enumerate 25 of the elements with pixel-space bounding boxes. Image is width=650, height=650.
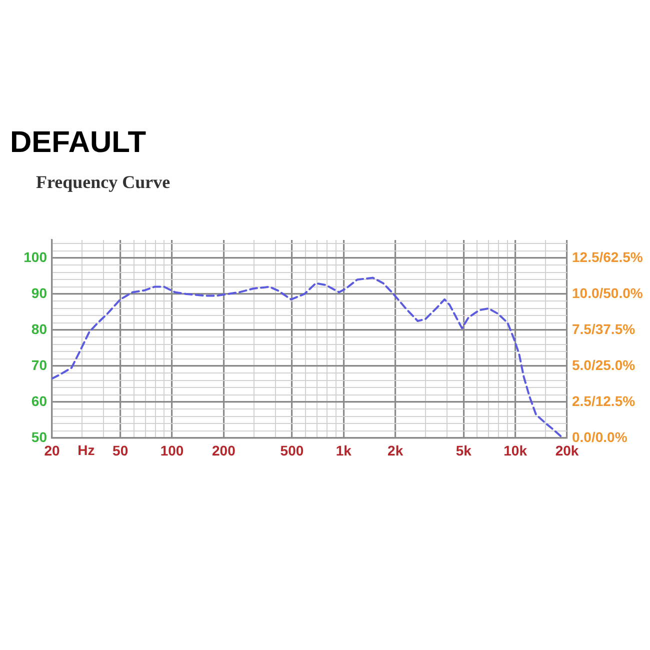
x-tick-label: 5k xyxy=(456,442,472,458)
x-tick-label: 500 xyxy=(280,442,304,458)
text: DEFAULT xyxy=(10,126,146,159)
category-label: 2.5/12.5% xyxy=(572,392,636,409)
x-axis-title: Hz xyxy=(78,442,95,458)
x-tick-label: 1k xyxy=(336,442,352,458)
y-tick-label: 80 xyxy=(31,320,48,337)
y-tick-label: 100 xyxy=(24,248,48,265)
x-tick-label: 100 xyxy=(160,442,184,458)
x-tick-label: 200 xyxy=(212,442,236,458)
x-tick-label: 20k xyxy=(555,442,579,458)
x-tick-label: 10k xyxy=(504,442,528,458)
category-label: 7.5/37.5% xyxy=(572,320,636,337)
category-label: 10.0/50.0% xyxy=(572,284,643,301)
category-label: 12.5/62.5% xyxy=(572,248,643,265)
y-tick-label: 60 xyxy=(31,392,48,409)
y-tick-label: 70 xyxy=(31,356,48,373)
category-label: 0.0/0.0% xyxy=(572,428,628,445)
x-tick-label: 20 xyxy=(44,442,60,458)
x-tick-label: 50 xyxy=(112,442,128,458)
category-label: 5.0/25.0% xyxy=(572,356,636,373)
chart-title: Frequency Curve xyxy=(36,172,170,192)
y-tick-label: 50 xyxy=(31,428,48,445)
x-tick-label: 2k xyxy=(388,442,404,458)
y-tick-label: 90 xyxy=(31,284,48,301)
